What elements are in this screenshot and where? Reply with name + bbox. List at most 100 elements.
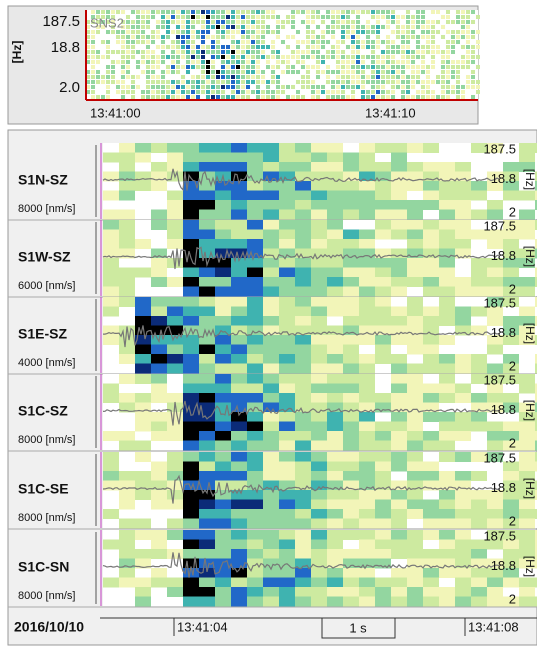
- spectrogram-cell: [247, 306, 263, 317]
- spectrogram-cell: [216, 75, 220, 79]
- spectrogram-cell: [151, 35, 155, 39]
- spectrogram-cell: [167, 518, 183, 529]
- spectrogram-cell: [407, 277, 423, 287]
- spectrogram-cell: [371, 15, 375, 19]
- spectrogram-cell: [343, 509, 359, 519]
- spectrogram-cell: [316, 70, 320, 74]
- spectrogram-cell: [471, 70, 475, 74]
- spectrogram-cell: [183, 162, 199, 172]
- spectrogram-cell: [386, 95, 390, 99]
- spectrogram-cell: [206, 75, 210, 79]
- spectrogram-cell: [146, 90, 150, 94]
- spectrogram-cell: [295, 558, 311, 569]
- spectrogram-cell: [426, 85, 430, 89]
- spectrogram-cell: [359, 587, 375, 597]
- spectrogram-cell: [431, 45, 435, 49]
- spectrogram-cell: [191, 85, 195, 89]
- spectrogram-cell: [343, 239, 359, 249]
- spectrogram-cell: [327, 363, 343, 374]
- spectrogram-cell: [411, 65, 415, 69]
- station-name: S1C-SE: [18, 481, 69, 497]
- spectrogram-cell: [241, 50, 245, 54]
- spectrogram-cell: [263, 431, 279, 441]
- spectrogram-cell: [327, 277, 343, 287]
- spectrogram-cell: [191, 45, 195, 49]
- spectrogram-cell: [306, 45, 310, 49]
- spectrogram-cell: [401, 70, 405, 74]
- freq-unit: [Hz]: [523, 400, 537, 421]
- spectrogram-cell: [119, 549, 135, 559]
- spectrogram-cell: [431, 40, 435, 44]
- spectrogram-cell: [439, 568, 455, 578]
- spectrogram-cell: [119, 152, 135, 163]
- spectrogram-cell: [246, 80, 250, 84]
- spectrogram-cell: [471, 509, 487, 519]
- spectrogram-cell: [199, 577, 215, 588]
- spectrogram-cell: [351, 10, 355, 14]
- spectrogram-cell: [327, 480, 343, 491]
- spectrogram-cell: [171, 85, 175, 89]
- spectrogram-cell: [221, 35, 225, 39]
- spectrogram-cell: [199, 402, 215, 413]
- spectrogram-cell: [326, 10, 330, 14]
- spectrogram-cell: [351, 80, 355, 84]
- spectrogram-cell: [441, 65, 445, 69]
- spectrogram-cell: [119, 286, 135, 297]
- spectrogram-cell: [211, 50, 215, 54]
- spectrogram-cell: [91, 90, 95, 94]
- spectrogram-cell: [119, 568, 135, 578]
- spectrogram-cell: [276, 55, 280, 59]
- spectrogram-cell: [416, 35, 420, 39]
- spectrogram-cell: [106, 45, 110, 49]
- spectrogram-cell: [215, 325, 231, 336]
- spectrogram-cell: [439, 200, 455, 210]
- spectrogram-cell: [231, 229, 247, 240]
- spectrogram-cell: [343, 568, 359, 578]
- spectrogram-cell: [216, 15, 220, 19]
- spectrogram-cell: [503, 490, 519, 500]
- spectrogram-cell: [321, 40, 325, 44]
- spectrogram-cell: [431, 55, 435, 59]
- spectrogram-cell: [126, 90, 130, 94]
- freq-unit: [Hz]: [523, 556, 537, 577]
- spectrogram-cell: [221, 70, 225, 74]
- spectrogram-cell: [359, 354, 375, 364]
- spectrogram-cell: [316, 95, 320, 99]
- spectrogram-cell: [301, 50, 305, 54]
- spectrogram-cell: [183, 190, 199, 201]
- spectrogram-cell: [206, 45, 210, 49]
- spectrogram-cell: [519, 480, 535, 491]
- spectrogram-cell: [151, 431, 167, 441]
- spectrogram-cell: [471, 499, 487, 510]
- freq-label: 187.5: [483, 450, 516, 465]
- spectrogram-cell: [241, 80, 245, 84]
- spectrogram-cell: [487, 277, 503, 287]
- spectrogram-cell: [446, 70, 450, 74]
- spectrogram-cell: [103, 509, 119, 519]
- spectrogram-cell: [331, 10, 335, 14]
- spectrogram-cell: [86, 70, 90, 74]
- spectrogram-cell: [119, 374, 135, 384]
- spectrogram-cell: [151, 267, 167, 278]
- spectrogram-cell: [519, 539, 535, 550]
- spectrogram-cell: [116, 85, 120, 89]
- spectrogram-cell: [503, 374, 519, 384]
- spectrogram-cell: [375, 267, 391, 278]
- spectrogram-cell: [327, 383, 343, 394]
- spectrogram-cell: [471, 363, 487, 374]
- spectrogram-cell: [247, 518, 263, 529]
- spectrogram-cell: [251, 20, 255, 24]
- spectrogram-cell: [263, 325, 279, 336]
- spectrogram-cell: [366, 95, 370, 99]
- spectrogram-cell: [176, 65, 180, 69]
- spectrogram-cell: [343, 393, 359, 403]
- spectrogram-cell: [176, 10, 180, 14]
- spectrogram-cell: [176, 50, 180, 54]
- spectrogram-cell: [191, 20, 195, 24]
- spectrogram-cell: [215, 248, 231, 259]
- spectrogram-cell: [136, 30, 140, 34]
- spectrogram-cell: [215, 306, 231, 317]
- spectrogram-cell: [331, 50, 335, 54]
- spectrogram-cell: [226, 15, 230, 19]
- spectrogram-cell: [183, 363, 199, 374]
